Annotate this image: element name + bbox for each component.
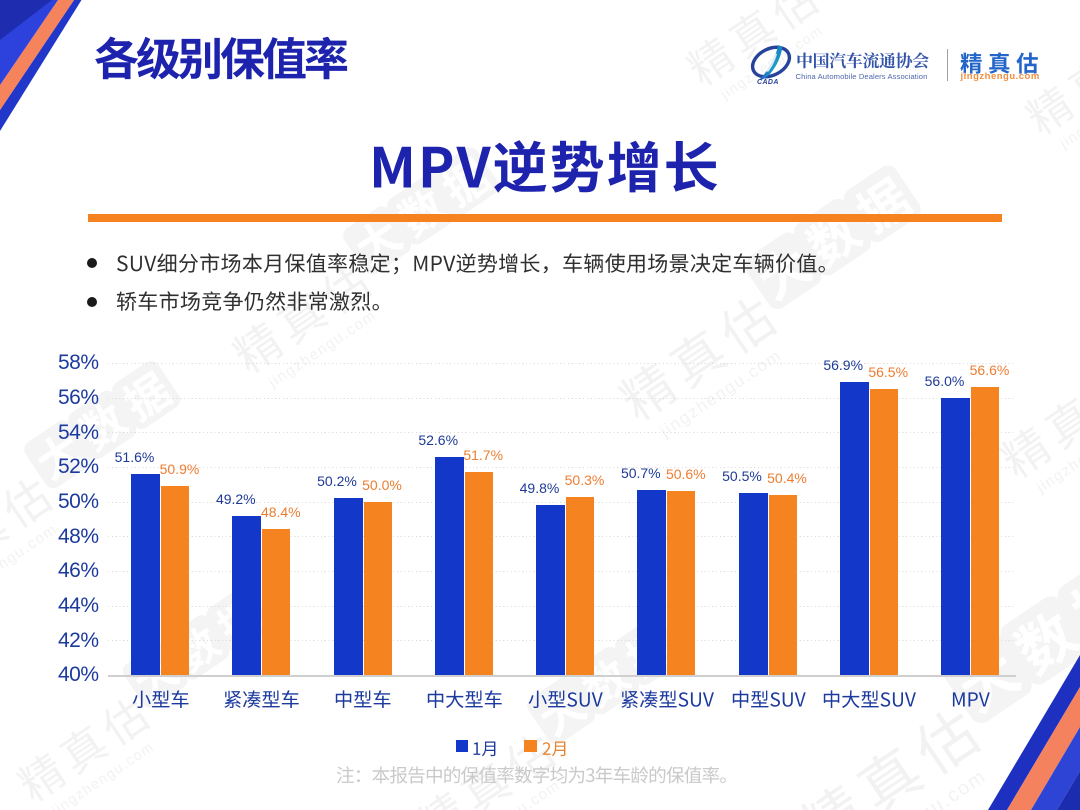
- svg-text:CADA: CADA: [757, 79, 779, 86]
